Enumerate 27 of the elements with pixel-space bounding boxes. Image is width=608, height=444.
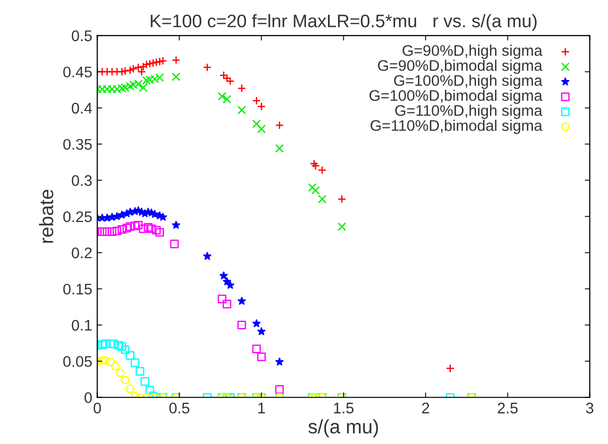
y-tick-label: 0.3 <box>72 175 92 186</box>
x-tick-label: 0.5 <box>169 402 190 414</box>
chart-title: K=100 c=20 f=lnr MaxLR=0.5*mu r vs. s/(a mu) <box>150 14 537 31</box>
legend-label: G=100%D,bimodal sigma <box>370 90 542 104</box>
y-tick-label: 0.4 <box>72 102 92 114</box>
legend-label: G=90%D,high sigma <box>402 44 542 59</box>
y-tick-label: 0.35 <box>63 138 92 150</box>
y-tick-label: 0 <box>84 392 92 404</box>
legend-label: G=90%D,bimodal sigma <box>378 60 542 74</box>
y-tick-label: 0.05 <box>63 356 92 367</box>
y-tick-label: 0.15 <box>63 284 92 295</box>
y-tick-label: 0.45 <box>63 66 92 78</box>
x-tick-label: 1 <box>258 402 265 414</box>
x-tick-label: 0 <box>94 402 101 414</box>
y-tick-label: 0.2 <box>72 248 92 258</box>
x-axis-title: s/(a mu) <box>308 419 378 438</box>
legend-label: G=110%D,high sigma <box>395 104 542 119</box>
y-tick-label: 0.25 <box>63 211 92 222</box>
x-tick-label: 2.5 <box>498 402 518 414</box>
x-tick-label: 3 <box>586 402 594 414</box>
x-tick-label: 2 <box>422 402 430 414</box>
y-axis-title: rebate <box>39 190 54 243</box>
y-tick-label: 0.5 <box>72 30 92 42</box>
x-tick-label: 1.5 <box>334 402 354 414</box>
legend-label: G=100%D,high sigma <box>394 74 542 89</box>
y-tick-label: 0.1 <box>72 320 92 331</box>
legend-label: G=110%D,bimodal sigma <box>370 120 542 134</box>
